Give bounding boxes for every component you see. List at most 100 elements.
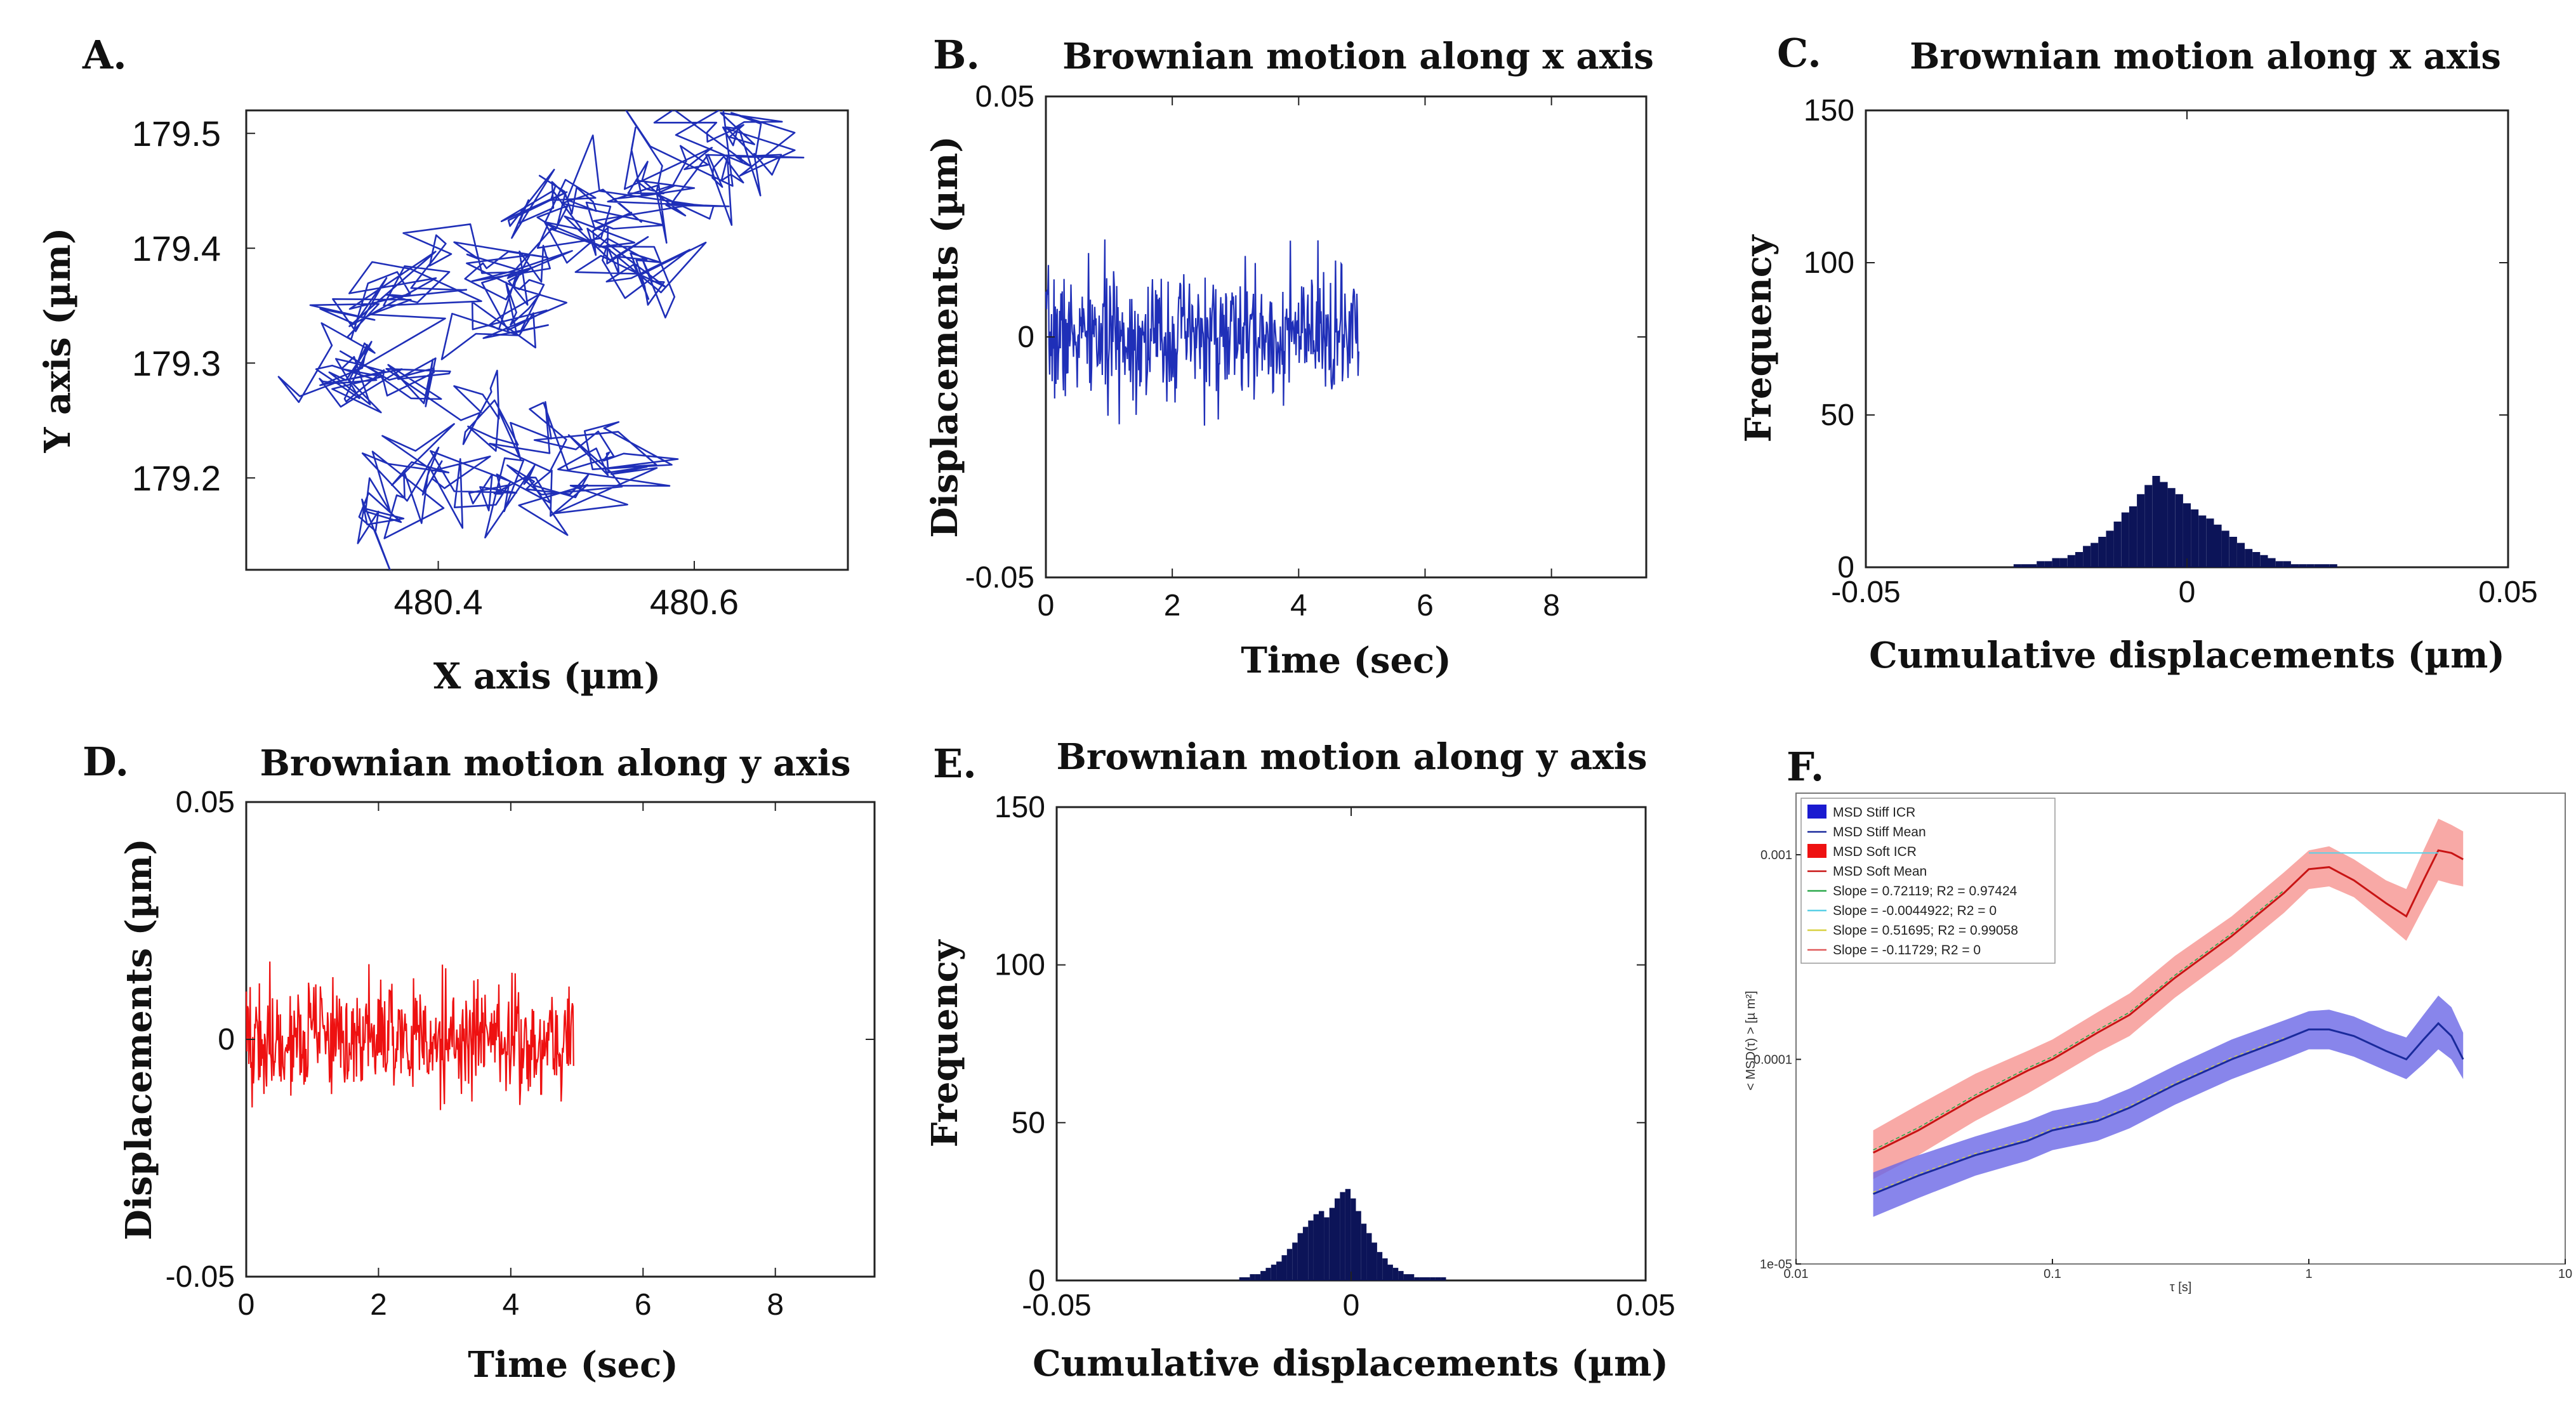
histogram-bar [2091,543,2099,567]
y-tick-label: 1e-05 [1760,1258,1792,1272]
x-tick-label: 10 [2558,1267,2572,1281]
histogram-bar [1356,1211,1361,1280]
x-tick-label: 0 [1038,589,1055,622]
panel-f-x-ticks: 0.01 0.1 1 10 [1784,1259,2572,1281]
histogram-bar [1250,1274,1255,1280]
legend-entry: MSD Soft Mean [1833,864,1927,879]
x-tick-label: 480.6 [650,582,739,622]
histogram-bar [2322,564,2330,567]
legend-entry: Slope = 0.72119; R2 = 0.97424 [1833,884,2018,898]
histogram-bar [2260,555,2268,567]
y-tick-label: 0 [1017,320,1034,354]
panel-f-legend: MSD Stiff ICR MSD Stiff Mean MSD Soft ICR M… [1800,798,2056,964]
histogram-bar [2198,515,2207,567]
y-tick-label: 150 [1804,94,1854,128]
y-tick-label: 0 [1837,551,1854,584]
panel-c-title: Brownian motion along x axis [1910,36,2501,77]
panel-d: D. Brownian motion along y axis 0 2 4 6 8 -0… [83,739,876,1386]
panel-f: F. 0.01 0.1 1 10 1e-05 0.0001 0.001 τ [s] < M… [1744,744,2572,1294]
y-tick-label: 50 [1821,398,1854,432]
histogram-bar [1382,1258,1388,1280]
x-tick-label: 480.4 [393,582,482,622]
panel-d-x-ticks: 0 2 4 6 8 [238,802,784,1322]
histogram-bar [2075,552,2083,567]
histogram-bar [1408,1274,1415,1280]
panel-b-y-ticks: -0.05 0 0.05 [965,80,1646,595]
y-tick-label: 150 [994,791,1045,824]
x-tick-label: -0.05 [1831,576,1900,609]
displacement-trace [245,961,574,1110]
panel-e-y-ticks: 0 50 100 150 [994,791,1646,1298]
panel-e-x-ticks: -0.05 0 0.05 [1022,807,1675,1322]
soft-mean-line [1872,849,2464,1154]
legend-swatch [1807,844,1826,858]
histogram-bar [2191,509,2199,567]
panel-c: C. Brownian motion along x axis -0.05 0 0.… [1738,30,2538,676]
y-tick-label: 0 [1028,1264,1045,1298]
soft-fit-line [1873,890,2285,1151]
histogram-bar [2083,546,2091,567]
soft-iqr-band [1873,819,2464,1180]
panel-d-label: D. [83,739,129,785]
histogram-bar [1292,1242,1298,1280]
histogram-bar [2144,485,2153,567]
histogram-bar [2098,537,2106,567]
displacement-trace [1045,239,1359,426]
histogram-bar [1419,1277,1425,1280]
histogram-bar [2052,558,2060,567]
panel-e-x-label: Cumulative displacements (µm) [1033,1343,1668,1385]
x-tick-label: 4 [502,1288,519,1322]
histogram-bar [2236,543,2245,567]
panel-a-x-label: X axis (µm) [433,655,661,697]
histogram-bar [1260,1271,1266,1280]
panel-f-plot-area [1872,819,2464,1217]
histogram-bar [1377,1252,1383,1280]
histogram-bar [1425,1277,1430,1280]
histogram-bar [2037,561,2045,567]
panel-c-label: C. [1777,30,1821,76]
x-tick-label: 0.05 [1616,1289,1675,1322]
panel-e-label: E. [933,740,977,787]
legend-entry: Slope = 0.51695; R2 = 0.99058 [1833,923,2018,938]
panel-a-x-ticks: 480.4 480.6 [393,561,739,622]
y-tick-label: 179.5 [132,114,221,154]
legend-entry: MSD Stiff Mean [1833,825,1926,839]
histogram-bar [1335,1198,1340,1280]
y-tick-label: 179.3 [132,343,221,383]
histogram-bar [1392,1268,1399,1280]
histogram-bar [2106,530,2114,567]
panel-a: A. 480.4 480.6 179.2 179.3 179.4 179.5 X axi… [37,32,849,697]
panel-e-plot-area [1239,1188,1446,1280]
y-tick-label: 0.05 [975,80,1034,114]
histogram-bar [2306,564,2315,567]
histogram-bar [1398,1271,1404,1280]
y-tick-label: 100 [1804,246,1854,280]
histogram-bar [1319,1211,1324,1280]
panel-a-y-ticks: 179.2 179.3 179.4 179.5 [132,114,255,498]
histogram-bar [1271,1265,1277,1280]
histogram-bar [1276,1261,1282,1280]
histogram-bar [1324,1217,1330,1280]
histogram-bar [2113,522,2122,567]
x-tick-label: 6 [1417,589,1434,622]
x-tick-label: 0.1 [2044,1267,2061,1281]
y-tick-label: -0.05 [166,1260,235,1294]
histogram-bar [1441,1277,1446,1280]
panel-f-y-ticks: 1e-05 0.0001 0.001 [1754,848,1801,1272]
y-tick-label: 0 [218,1023,235,1056]
legend-entry: MSD Soft ICR [1833,845,1917,859]
stiff-fit-line [1873,1037,2285,1193]
x-tick-label: 8 [1543,589,1560,622]
stiff-mean-line [1873,1022,2464,1195]
legend-box [1800,798,2056,964]
panel-d-y-label: Displacements (µm) [118,838,160,1240]
x-tick-label: 2 [370,1288,387,1322]
panel-c-y-label: Frequency [1738,234,1780,442]
histogram-bar [2206,518,2214,567]
histogram-bar [2129,506,2137,567]
panel-d-y-ticks: -0.05 0 0.05 [166,786,875,1294]
panel-a-y-label: Y axis (µm) [37,228,79,454]
histogram-bar [2021,564,2029,567]
histogram-bar [1239,1277,1245,1280]
